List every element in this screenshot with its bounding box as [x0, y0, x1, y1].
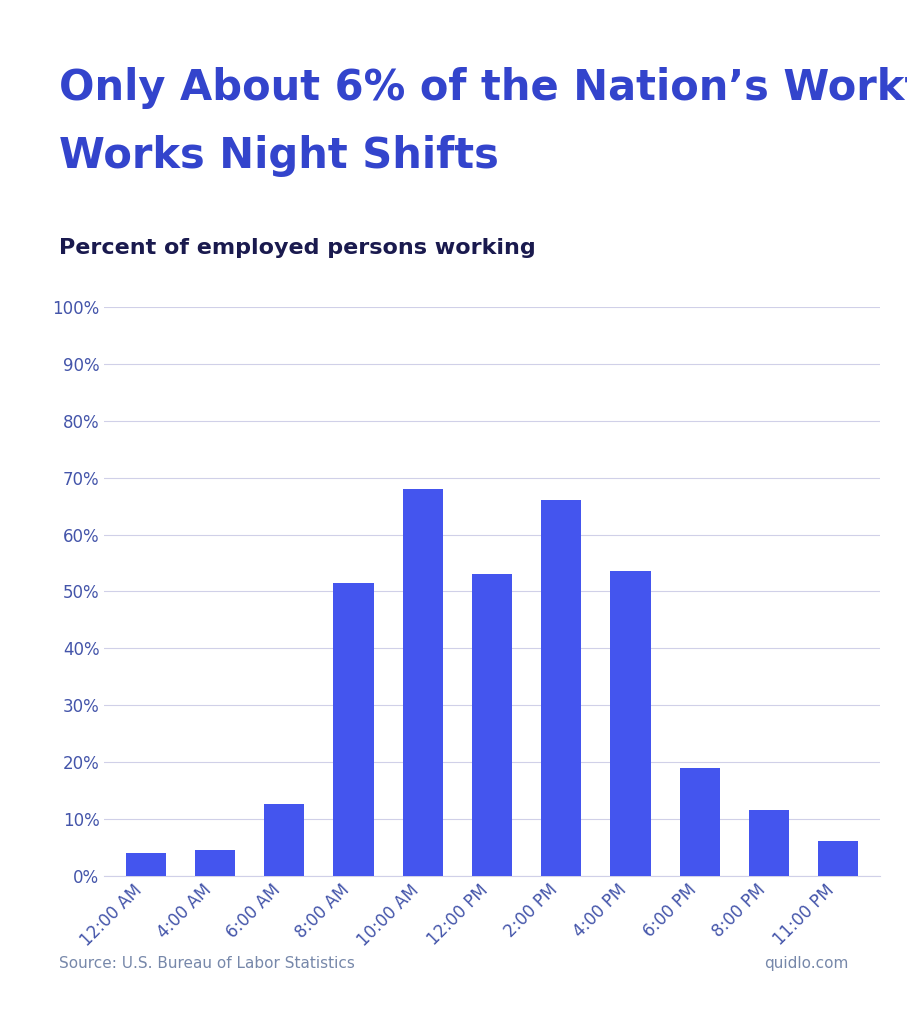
Text: Source: U.S. Bureau of Labor Statistics: Source: U.S. Bureau of Labor Statistics	[59, 955, 355, 971]
Bar	[126, 853, 166, 876]
Bar	[264, 805, 305, 876]
Bar	[541, 501, 581, 876]
Bar	[403, 489, 443, 876]
Bar	[818, 842, 858, 876]
Bar	[679, 768, 720, 876]
Text: quidlo.com: quidlo.com	[764, 955, 848, 971]
Bar	[195, 850, 235, 876]
Bar	[472, 574, 512, 876]
Bar	[749, 810, 789, 876]
Bar	[610, 571, 650, 876]
Bar	[334, 583, 374, 876]
Text: Only About 6% of the Nation’s Workforce: Only About 6% of the Nation’s Workforce	[59, 67, 907, 109]
Text: Works Night Shifts: Works Night Shifts	[59, 135, 499, 177]
Text: Percent of employed persons working: Percent of employed persons working	[59, 238, 536, 258]
